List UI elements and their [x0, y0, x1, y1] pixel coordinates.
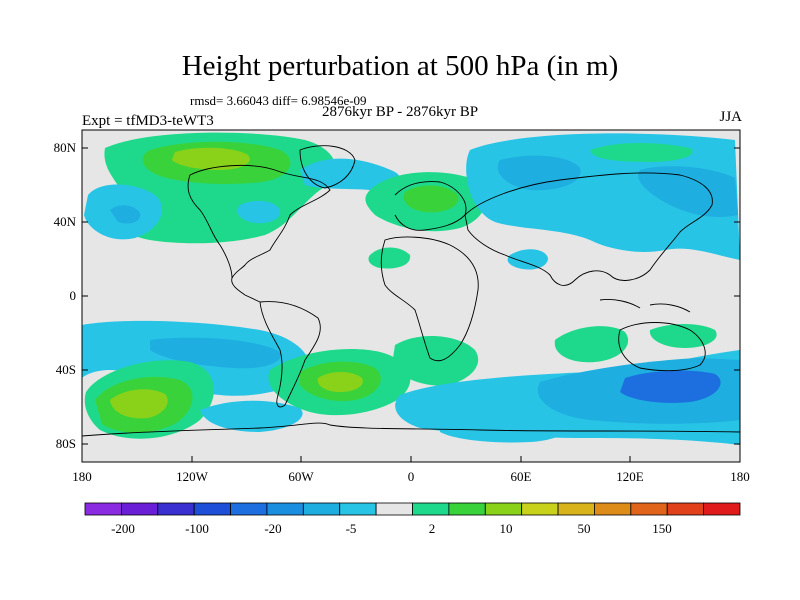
cyan-blob-antarctic — [440, 414, 569, 443]
colorbar-swatch — [302, 502, 341, 516]
blue-core-south-pacific — [150, 337, 281, 369]
colorbar-swatch — [120, 502, 159, 516]
blue-blob-pacific-core — [110, 205, 141, 224]
lon-label-0: 0 — [408, 469, 415, 484]
lon-label-180w: 180 — [72, 469, 92, 484]
cyan-blob-north-atlantic — [300, 158, 401, 191]
colorbar-swatch — [521, 502, 559, 516]
colorbar-label-neg200: -200 — [111, 521, 135, 536]
colorbar-label-10: 10 — [500, 521, 513, 536]
colorbar-swatch — [84, 502, 122, 516]
period-label: 2876kyr BP - 2876kyr BP — [322, 104, 479, 120]
colorbar-swatch — [375, 502, 413, 516]
colorbar-swatch — [339, 502, 377, 516]
colorbar-swatch — [230, 502, 268, 516]
coast-australia — [618, 322, 706, 372]
lat-axis — [82, 147, 740, 445]
coast-asia — [464, 172, 713, 286]
colorbar-swatch — [266, 502, 304, 516]
colorbar-swatch — [557, 502, 595, 516]
lon-label-180e: 180 — [730, 469, 750, 484]
colorbar-labels: -200 -100 -20 -5 2 10 50 150 — [111, 521, 672, 536]
green-blob-australia — [554, 326, 629, 363]
coast-north-america-west — [187, 174, 233, 279]
colorbar-label-neg5: -5 — [346, 521, 357, 536]
yellowgreen-core-south-atlantic — [317, 372, 363, 392]
coast-indonesia — [599, 299, 691, 313]
colorbar-label-150: 150 — [652, 521, 672, 536]
coast-south-america — [259, 301, 321, 408]
colorbar-label-neg20: -20 — [264, 521, 281, 536]
lon-label-60w: 60W — [288, 469, 314, 484]
experiment-label: Expt = tfMD3-teWT3 — [82, 113, 214, 129]
colorbar-swatch — [666, 502, 705, 516]
lightgreen-core-europe — [403, 185, 459, 213]
colorbar-label-2: 2 — [429, 521, 436, 536]
chart-title: Height perturbation at 500 hPa (in m) — [181, 50, 619, 82]
lon-label-120w: 120W — [176, 469, 209, 484]
colorbar — [84, 502, 741, 516]
coast-antarctica — [82, 422, 740, 437]
green-blob-asia-north — [590, 143, 693, 162]
colorbar-label-50: 50 — [578, 521, 591, 536]
lat-label-80n: 80N — [54, 140, 77, 155]
darkblue-core-south-indian — [620, 370, 721, 403]
colorbar-label-neg100: -100 — [185, 521, 209, 536]
lon-label-60e: 60E — [511, 469, 532, 484]
lat-label-40s: 40S — [56, 362, 76, 377]
blue-core-asia-2 — [638, 166, 738, 217]
season-label: JJA — [719, 109, 742, 125]
green-blob-australia-east — [649, 324, 717, 348]
colorbar-swatch — [703, 502, 741, 516]
green-blob-arabia — [368, 247, 411, 269]
coast-greenland — [299, 145, 356, 189]
cyan-blob-middle-east — [507, 249, 548, 270]
cyan-blob-south-america — [200, 400, 303, 432]
lat-label-0: 0 — [70, 288, 77, 303]
lon-label-120e: 120E — [616, 469, 644, 484]
colorbar-swatch — [193, 502, 231, 516]
coastlines — [82, 145, 740, 437]
yellowgreen-core-south-pacific — [110, 389, 168, 419]
colorbar-swatch — [484, 502, 523, 516]
yellowgreen-core-greenland — [172, 147, 250, 170]
stats-line: rmsd= 3.66043 diff= 6.98546e-09 — [190, 93, 367, 108]
colorbar-swatch — [448, 502, 486, 516]
lat-label-80s: 80S — [56, 436, 76, 451]
lon-axis — [81, 456, 741, 462]
coast-africa — [380, 236, 479, 362]
colorbar-swatch — [157, 502, 195, 516]
colorbar-swatch — [630, 502, 668, 516]
lat-label-40n: 40N — [54, 214, 77, 229]
colorbar-swatch — [412, 502, 450, 516]
map-field — [82, 130, 740, 462]
cyan-blob-canada — [237, 200, 281, 224]
blue-core-asia-1 — [497, 155, 581, 191]
colorbar-swatch — [594, 502, 632, 516]
